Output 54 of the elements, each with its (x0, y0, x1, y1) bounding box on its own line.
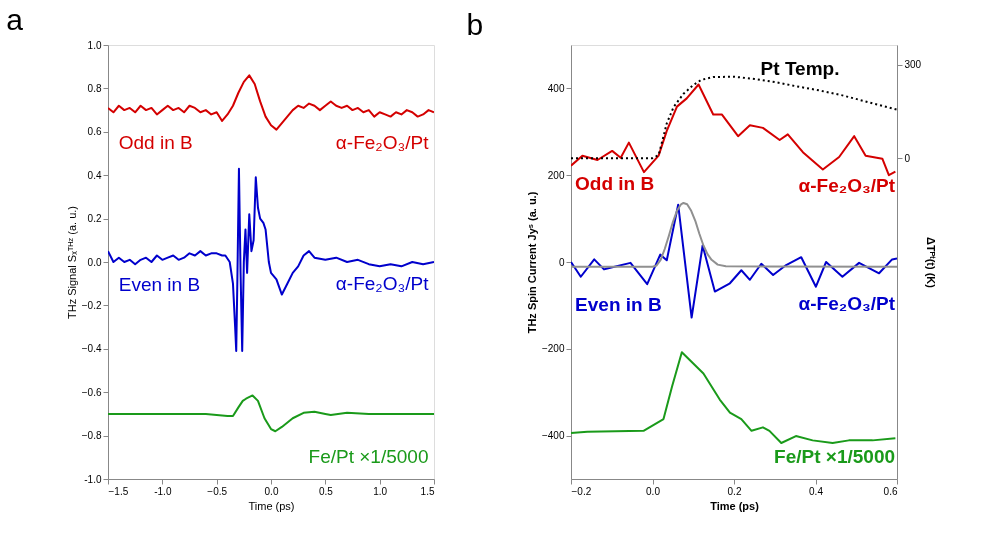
annotation: α-Fe₂O₃/Pt (798, 174, 896, 196)
x-tick-label: 0.0 (646, 485, 661, 497)
x-tick-label: 0.4 (809, 485, 824, 497)
y2-tick-label: 0 (904, 152, 911, 164)
series-label: Odd in B (118, 131, 193, 153)
series-label: Even in B (575, 294, 662, 316)
y-tick-label: −0.4 (81, 343, 102, 355)
line-series (571, 203, 897, 319)
y-tick-label: 400 (547, 82, 565, 94)
y-tick-label: -1.0 (84, 473, 102, 485)
y-tick-label: 0.0 (87, 256, 102, 268)
y-tick-label: −0.8 (81, 430, 102, 442)
line-series (108, 74, 434, 131)
y-tick-label: −0.2 (81, 299, 102, 311)
line-series (108, 394, 434, 433)
y-tick-label: 0 (558, 256, 565, 268)
series-label: Fe/Pt ×1/5000 (308, 445, 429, 467)
annotation: α-Fe₂O₃/Pt (335, 273, 430, 295)
y-tick-label: 0.2 (87, 213, 102, 225)
y-tick-label: 200 (547, 169, 565, 181)
y-tick-label: 1.0 (87, 39, 102, 51)
x-tick-label: −1.5 (108, 485, 129, 497)
x-axis-title: Time (ps) (710, 499, 760, 512)
x-tick-label: 0.2 (727, 485, 742, 497)
y-tick-label: 0.4 (87, 169, 102, 181)
series-label: Pt Temp. (760, 57, 840, 79)
line-series (571, 351, 897, 444)
annotation: α-Fe₂O₃/Pt (798, 292, 896, 314)
annotation: α-Fe₂O₃/Pt (335, 132, 430, 154)
line-series (108, 167, 434, 352)
x-axis-title: Time (ps) (248, 499, 295, 512)
x-tick-label: 1.5 (420, 485, 435, 497)
series-label: Fe/Pt ×1/5000 (774, 446, 896, 468)
y-axis-title: THz Spin Current Jyˢ (a. u.) (525, 191, 538, 334)
y-tick-label: −400 (541, 430, 565, 442)
y-tick-label: −200 (541, 343, 565, 355)
series-label: Even in B (118, 273, 201, 295)
x-tick-label: -1.0 (154, 485, 172, 497)
x-tick-label: −0.2 (571, 485, 592, 497)
y2-axis-title: ΔTᴾᵗ(t) (K) (925, 237, 938, 289)
y-tick-label: 0.8 (87, 82, 102, 94)
x-tick-label: 0.0 (264, 485, 279, 497)
y-axis-title: THz Signal Sₓᵀᴴᶻ (a. u.) (65, 205, 78, 320)
x-tick-label: 0.5 (318, 485, 334, 497)
y2-tick-label: 300 (904, 59, 922, 71)
line-series (571, 83, 897, 177)
x-tick-label: 1.0 (373, 485, 388, 497)
x-tick-label: 0.6 (883, 485, 898, 497)
chart-title: b (466, 8, 484, 41)
y-tick-label: 0.6 (87, 126, 102, 138)
x-tick-label: −0.5 (207, 485, 228, 497)
y-tick-label: −0.6 (81, 386, 102, 398)
chart-title: a (6, 3, 24, 36)
series-label: Odd in B (575, 173, 655, 195)
